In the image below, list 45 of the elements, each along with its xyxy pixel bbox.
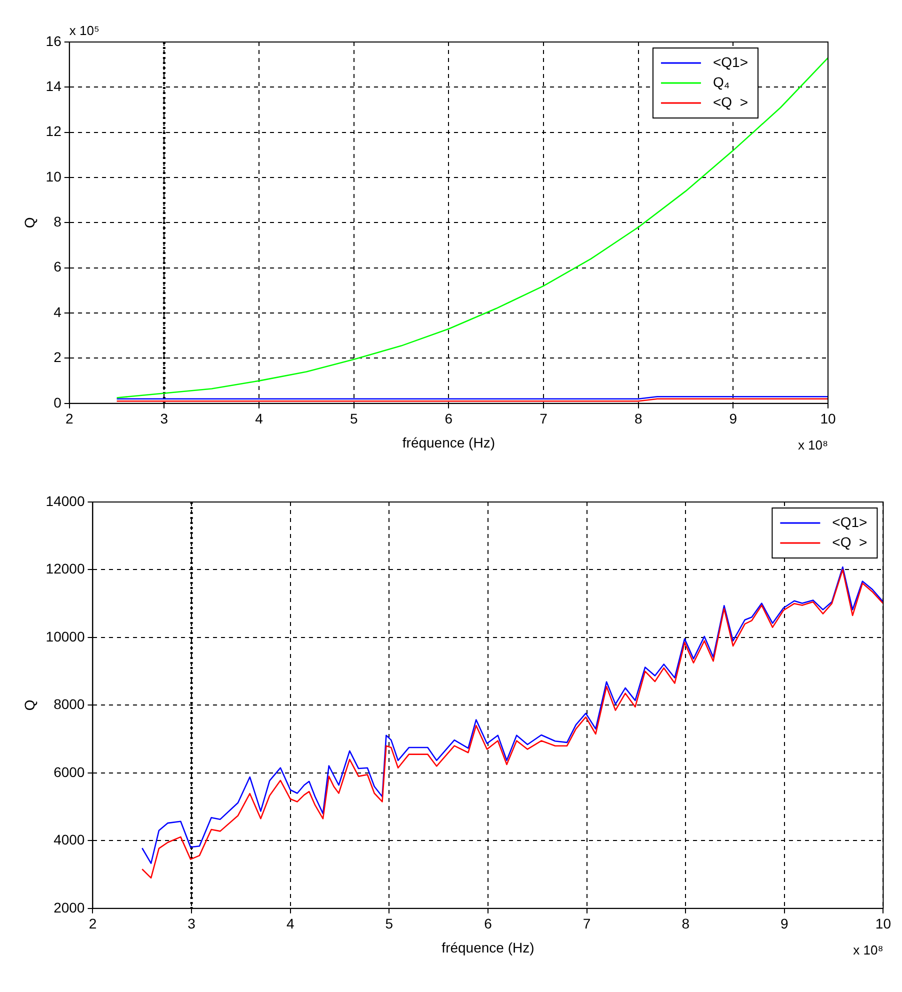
y-tick-label: 16 — [46, 32, 62, 49]
x-tick-label: 7 — [540, 410, 548, 427]
y-axis-title: Q — [21, 700, 38, 711]
x-tick-label: 10 — [820, 410, 836, 427]
y-tick-label: 12000 — [46, 560, 85, 577]
y-tick-label: 4 — [54, 304, 62, 320]
y-tick-label: 2 — [54, 349, 62, 366]
x-tick-label: 7 — [582, 916, 591, 932]
y-tick-label: 0 — [54, 394, 62, 410]
legend-label: Q₄ — [712, 74, 730, 90]
x-tick-label: 4 — [286, 916, 294, 932]
x-axis-title: fréquence (Hz) — [442, 939, 534, 956]
x-tick-label: 8 — [682, 916, 690, 932]
x-tick-label: 4 — [255, 410, 264, 427]
y-tick-label: 8000 — [54, 696, 85, 712]
x-tick-label: 9 — [729, 410, 738, 427]
x-tick-label: 5 — [350, 410, 358, 427]
text: x 10⁵ — [69, 23, 100, 38]
y-tick-label: 14 — [46, 78, 62, 94]
text: x 10⁸ — [853, 942, 884, 958]
legend-label: <Q > — [712, 94, 748, 110]
x-axis-title: fréquence (Hz) — [402, 434, 495, 450]
y-tick-label: 8 — [54, 214, 62, 230]
y-tick-label: 10000 — [46, 628, 85, 644]
x-tick-label: 3 — [160, 410, 168, 427]
x-tick-label: 6 — [444, 410, 453, 427]
y-tick-label: 14000 — [46, 492, 85, 509]
text: x 10⁸ — [798, 437, 828, 452]
x-tick-label: 6 — [484, 916, 492, 932]
y-tick-label: 6 — [54, 258, 62, 275]
x-tick-label: 5 — [385, 916, 394, 932]
legend-label: <Q > — [832, 534, 868, 550]
y-tick-label: 10 — [46, 168, 62, 184]
x-tick-label: 9 — [780, 916, 789, 932]
x-tick-label: 3 — [188, 916, 196, 932]
x-tick-label: 2 — [88, 916, 97, 932]
legend-label: <Q1> — [712, 54, 748, 70]
y-tick-label: 2000 — [54, 899, 85, 916]
legend-label: <Q1> — [832, 514, 868, 530]
y-tick-label: 4000 — [54, 832, 85, 848]
x-tick-label: 8 — [634, 410, 642, 427]
y-axis-title: Q — [21, 217, 38, 228]
x-tick-label: 10 — [875, 916, 892, 932]
y-tick-label: 6000 — [54, 764, 85, 780]
y-tick-label: 12 — [46, 123, 62, 140]
